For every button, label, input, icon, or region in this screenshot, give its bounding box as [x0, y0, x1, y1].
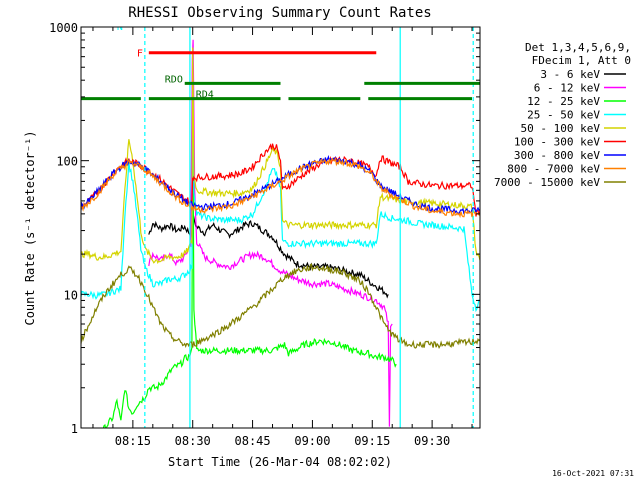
legend-label-3: 12 - 25 keV [527, 95, 600, 108]
series-line-5 [81, 47, 480, 265]
series-line-4 [81, 58, 480, 313]
x-tick-label-2: 08:30 [175, 434, 211, 448]
plot-area: N F RDO RD4 [81, 22, 480, 428]
flag-label-rdo: RDO [165, 74, 183, 85]
plot-frame [80, 26, 481, 429]
series-line-6 [81, 143, 480, 217]
legend-label-2: 6 - 12 keV [534, 82, 601, 95]
x-tick-label-5: 09:15 [354, 434, 390, 448]
footer-timestamp: 16-Oct-2021 07:31 [552, 469, 634, 478]
x-tick-label-4: 09:00 [294, 434, 330, 448]
legend-label-6: 100 - 300 keV [514, 136, 600, 149]
y-tick-label-3: 100 [56, 155, 78, 169]
y-axis-label: Count Rate (s⁻¹ detector⁻¹) [23, 130, 37, 325]
x-axis-label: Start Time (26-Mar-04 08:02:02) [168, 455, 392, 469]
flag-label-rd4: RD4 [196, 90, 214, 101]
legend: Det 1,3,4,5,6,9,FDecim 1, Att 03 - 6 keV… [494, 41, 631, 189]
legend-label-4: 25 - 50 keV [527, 109, 600, 122]
axes: 1 10 100 1000 08:15 08:30 08:45 09:00 09:15 09:30 [49, 21, 481, 448]
y-tick-label-2: 10 [64, 288, 78, 302]
series-line-8 [81, 156, 480, 219]
x-tick-label-6: 09:30 [414, 434, 450, 448]
flag-label-n: N [117, 22, 123, 33]
legend-header-2: FDecim 1, Att 0 [532, 54, 631, 67]
legend-label-5: 50 - 100 keV [521, 122, 601, 135]
chart-title: RHESSI Observing Summary Count Rates [128, 5, 431, 21]
legend-label-8: 800 - 7000 keV [507, 163, 600, 176]
y-tick-label-1: 1 [71, 422, 78, 436]
legend-header-1: Det 1,3,4,5,6,9, [525, 41, 631, 54]
x-tick-label-3: 08:45 [235, 434, 271, 448]
legend-label-1: 3 - 6 keV [540, 68, 600, 81]
x-tick-label-1: 08:15 [115, 434, 151, 448]
series-line-1 [148, 215, 389, 299]
y-tick-label-4: 1000 [49, 21, 78, 35]
series-line-9 [81, 263, 480, 349]
flag-label-f: F [137, 49, 143, 60]
series-line-7 [81, 154, 480, 216]
legend-label-7: 300 - 800 keV [514, 149, 600, 162]
legend-label-9: 7000 - 15000 keV [494, 176, 600, 189]
series-line-3 [102, 98, 397, 428]
